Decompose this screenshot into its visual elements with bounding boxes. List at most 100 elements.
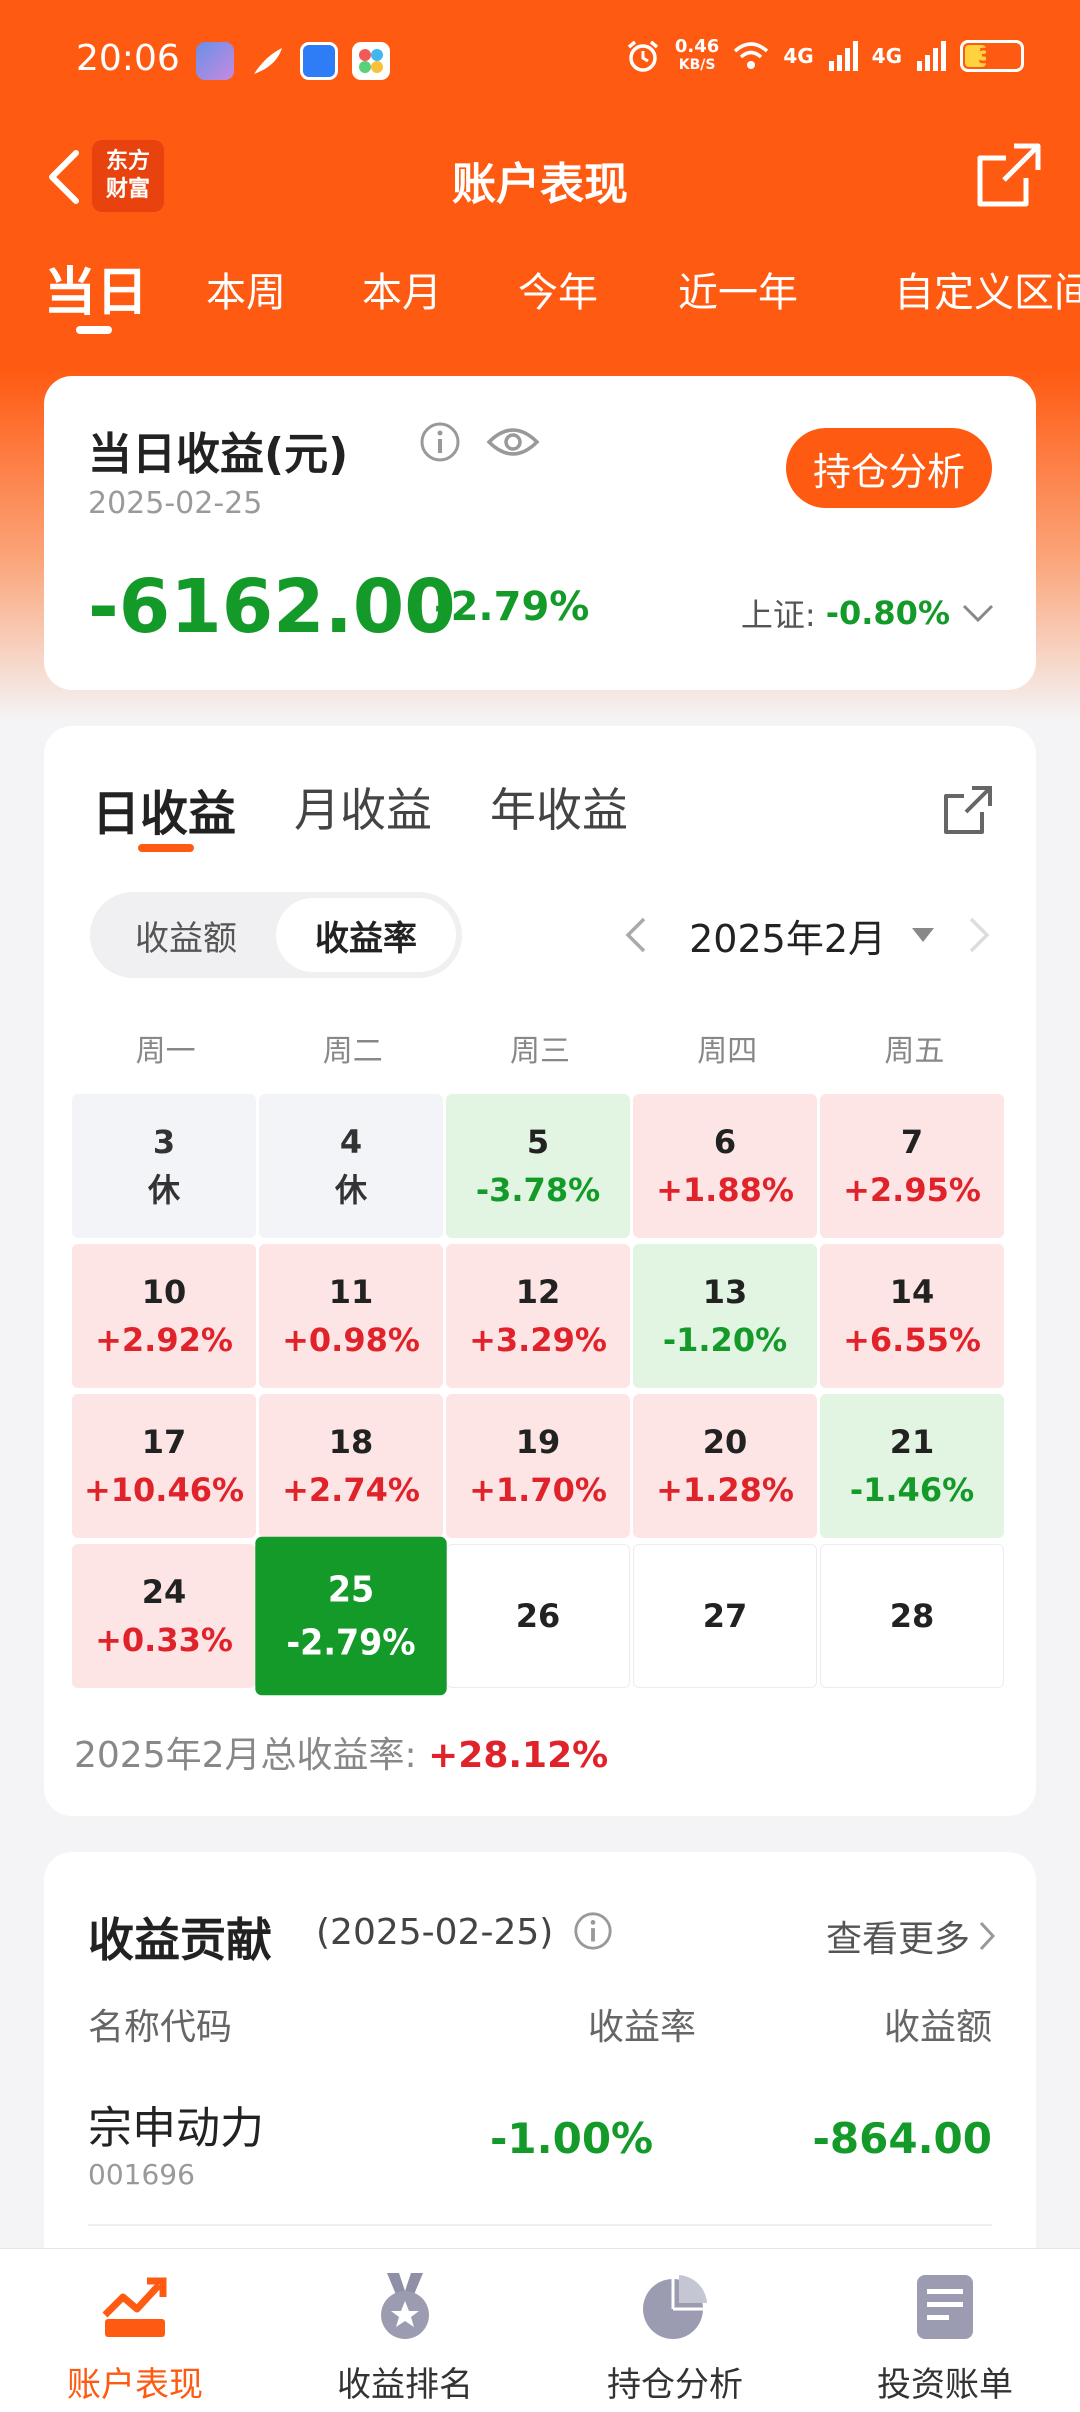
chevron-right-icon (979, 1921, 996, 1951)
share-icon (944, 786, 992, 834)
calendar-day-cell[interactable]: 21 -1.46% (820, 1394, 1004, 1538)
calendar-day-return: +0.98% (282, 1321, 420, 1359)
calendar-day-number: 26 (515, 1597, 561, 1635)
calendar-day-number: 11 (328, 1273, 374, 1311)
page-title: 账户表现 (452, 159, 628, 210)
calendar-day-number: 21 (889, 1423, 935, 1461)
caret-down-icon[interactable] (910, 926, 936, 944)
calendar-day-number: 17 (141, 1423, 187, 1461)
tab-yearly-profit[interactable]: 年收益 (490, 783, 629, 837)
share-button[interactable] (974, 140, 1044, 210)
col-profit-amount: 收益额 (883, 2007, 992, 2048)
weekday-label: 周一 (135, 1034, 196, 1069)
calendar-day-cell[interactable]: 13 -1.20% (633, 1244, 817, 1388)
weekday-label: 周二 (322, 1034, 383, 1069)
tab-last-year[interactable]: 近一年 (678, 270, 798, 316)
next-month-button[interactable] (952, 908, 1006, 962)
calendar-day-number: 7 (900, 1123, 924, 1161)
weekday-label: 周五 (884, 1034, 945, 1069)
calendar-day-number: 12 (515, 1273, 561, 1311)
chevron-right-icon (969, 917, 990, 953)
status-bar: 20:06 0.46 KB/S 4G 4G 36 (0, 0, 1080, 120)
toggle-profit-rate[interactable]: 收益率 (276, 898, 456, 972)
tab-indicator (76, 326, 112, 334)
calendar-day-number: 14 (889, 1273, 935, 1311)
tab-daily-profit[interactable]: 日收益 (92, 786, 237, 842)
status-indicators: 0.46 KB/S 4G 4G 36 (625, 38, 1024, 74)
status-app-icons (196, 42, 390, 80)
divider (88, 2224, 992, 2226)
nav-investment-bill[interactable]: 投资账单 (810, 2249, 1080, 2412)
prev-month-button[interactable] (609, 908, 663, 962)
signal-label-2: 4G (871, 44, 902, 68)
weekday-label: 周四 (697, 1034, 758, 1069)
calendar-day-number: 4 (339, 1123, 363, 1161)
col-profit-rate: 收益率 (588, 2007, 697, 2048)
tab-today[interactable]: 当日 (44, 263, 149, 323)
view-more-link[interactable]: 查看更多 (826, 1910, 996, 1962)
battery-icon: 36 (960, 40, 1024, 72)
stock-profit-rate: -1.00% (490, 2114, 654, 2163)
calendar-day-cell[interactable]: 5 -3.78% (446, 1094, 630, 1238)
back-button[interactable] (34, 142, 94, 212)
calendar-day-return: +2.74% (282, 1471, 420, 1509)
tab-custom-range[interactable]: 自定义区间 (894, 270, 1080, 316)
chevron-left-icon (49, 150, 79, 204)
calendar-day-cell[interactable]: 11 +0.98% (259, 1244, 443, 1388)
browser-app-icon (300, 42, 338, 80)
tab-this-month[interactable]: 本月 (362, 270, 442, 316)
profit-contribution-card: 收益贡献 (2025-02-25) 查看更多 名称代码 收益率 收益额 宗申动力… (44, 1852, 1036, 2272)
month-navigator: 2025年2月 (609, 902, 1006, 968)
calendar-day-return: -2.79% (286, 1621, 416, 1664)
signal-bars-icon (828, 41, 858, 71)
profit-calendar-card: 日收益 月收益 年收益 收益额 收益率 2025年2月 周一 周二 周三 周四 … (44, 726, 1036, 1816)
calendar-day-cell[interactable]: 25 -2.79% (255, 1536, 447, 1696)
calendar-day-return: -1.46% (849, 1471, 975, 1509)
calendar-day-return: +3.29% (469, 1321, 607, 1359)
photos-app-icon (352, 42, 390, 80)
eye-icon[interactable] (486, 420, 540, 464)
info-icon[interactable] (418, 420, 462, 464)
medal-icon (381, 2273, 429, 2339)
calendar-day-number: 6 (713, 1123, 737, 1161)
index-value: -0.80% (825, 594, 950, 632)
calendar-day-return: +0.33% (95, 1621, 233, 1659)
calendar-day-cell[interactable]: 24 +0.33% (72, 1544, 256, 1688)
calendar-day-number: 19 (515, 1423, 561, 1461)
toggle-profit-amount[interactable]: 收益额 (135, 918, 237, 959)
calendar-day-cell[interactable]: 12 +3.29% (446, 1244, 630, 1388)
contribution-title: 收益贡献 (88, 1913, 272, 1967)
calendar-day-cell[interactable]: 20 +1.28% (633, 1394, 817, 1538)
stock-name: 宗申动力 (88, 2103, 264, 2154)
calendar-day-cell: 28 (820, 1544, 1004, 1688)
calendar-day-cell[interactable]: 14 +6.55% (820, 1244, 1004, 1388)
nav-profit-ranking[interactable]: 收益排名 (270, 2249, 540, 2412)
contribution-info-button[interactable] (572, 1910, 614, 1956)
month-label[interactable]: 2025年2月 (689, 916, 886, 961)
calendar-day-return: -1.20% (662, 1321, 788, 1359)
eastmoney-logo: 东方 财富 (92, 140, 164, 212)
calendar-day-cell[interactable]: 6 +1.88% (633, 1094, 817, 1238)
calendar-share-button[interactable] (940, 782, 996, 838)
tab-this-year[interactable]: 今年 (518, 270, 598, 316)
nav-account-performance[interactable]: 账户表现 (0, 2249, 270, 2412)
holding-analysis-button[interactable]: 持仓分析 (786, 428, 992, 508)
calendar-day-return: +10.46% (83, 1471, 245, 1509)
calendar-day-cell[interactable]: 10 +2.92% (72, 1244, 256, 1388)
bill-document-icon (917, 2275, 973, 2339)
nav-holding-analysis[interactable]: 持仓分析 (540, 2249, 810, 2412)
tab-this-week[interactable]: 本周 (206, 270, 286, 316)
calendar-day-return: 休 (147, 1171, 180, 1209)
calendar-day-cell[interactable]: 18 +2.74% (259, 1394, 443, 1538)
calendar-day-cell[interactable]: 17 +10.46% (72, 1394, 256, 1538)
chevron-left-icon (625, 917, 646, 953)
calendar-day-cell[interactable]: 19 +1.70% (446, 1394, 630, 1538)
index-comparison[interactable]: 上证: -0.80% (741, 590, 996, 636)
chevron-down-icon (962, 604, 994, 623)
calendar-day-return: +2.95% (843, 1171, 981, 1209)
calendar-day-cell[interactable]: 7 +2.95% (820, 1094, 1004, 1238)
tab-monthly-profit[interactable]: 月收益 (294, 783, 433, 837)
weekday-header: 周一 周二 周三 周四 周五 (72, 1026, 1008, 1070)
